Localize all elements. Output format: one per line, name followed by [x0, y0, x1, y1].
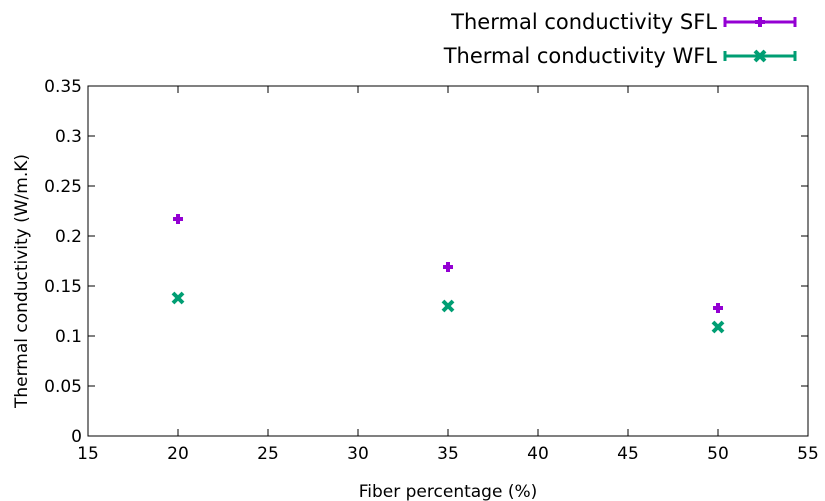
data-point — [711, 320, 725, 334]
y-tick-label: 0.1 — [55, 327, 82, 347]
y-tick-label: 0.25 — [44, 177, 82, 197]
series-2 — [171, 291, 725, 334]
data-point — [173, 214, 183, 224]
y-axis-title: Thermal conductivity (W/m.K) — [12, 154, 32, 409]
x-axis-title: Fiber percentage (%) — [359, 482, 538, 501]
y-tick-label: 0.3 — [55, 127, 82, 147]
y-tick-label: 0.2 — [55, 227, 82, 247]
x-tick-label: 35 — [437, 444, 459, 464]
data-point — [443, 262, 453, 272]
x-tick-label: 55 — [797, 444, 819, 464]
legend-marker — [755, 17, 765, 27]
legend-marker — [753, 49, 767, 63]
marker-stroke — [711, 320, 725, 334]
data-point — [713, 303, 723, 313]
marker-stroke — [441, 299, 455, 313]
legend-label: Thermal conductivity SFL — [450, 10, 717, 34]
plot-border — [87, 85, 809, 437]
series-1 — [173, 214, 723, 313]
y-tick-label: 0.15 — [44, 277, 82, 297]
data-point — [171, 291, 185, 305]
x-tick-label: 40 — [527, 444, 549, 464]
x-tick-label: 15 — [77, 444, 99, 464]
legend-label: Thermal conductivity WFL — [443, 44, 718, 68]
legend-entry: Thermal conductivity WFL — [443, 44, 797, 68]
x-tick-label: 45 — [617, 444, 639, 464]
y-tick-label: 0.05 — [44, 377, 82, 397]
x-tick-label: 20 — [167, 444, 189, 464]
data-point — [441, 299, 455, 313]
y-tick-label: 0 — [71, 427, 82, 447]
axis-ticks — [87, 85, 809, 437]
x-tick-label: 50 — [707, 444, 729, 464]
x-tick-label: 25 — [257, 444, 279, 464]
plot-frame — [87, 85, 809, 437]
y-tick-label: 0.35 — [44, 77, 82, 97]
marker-stroke — [171, 291, 185, 305]
marker-stroke — [753, 49, 767, 63]
x-tick-label: 30 — [347, 444, 369, 464]
data-marks — [171, 214, 725, 334]
legend-entry: Thermal conductivity SFL — [450, 10, 797, 34]
legend: Thermal conductivity SFL Thermal conducti… — [443, 10, 797, 68]
tick-labels: 15 20 25 30 35 40 45 50 55 0 0.05 0.1 0.15 0.2 0.25 0.3… — [44, 77, 819, 464]
